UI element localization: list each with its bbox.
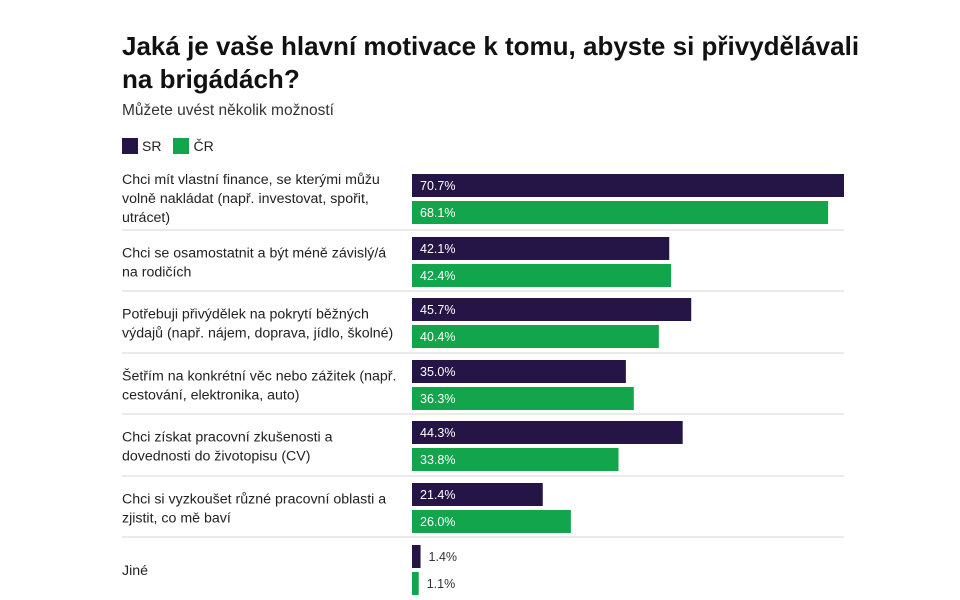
chart-title: Jaká je vaše hlavní motivace k tomu, aby… xyxy=(122,31,860,94)
legend-label-cr: ČR xyxy=(193,138,214,154)
value-label: 36.3% xyxy=(420,392,455,406)
category-label: Jiné xyxy=(122,563,148,579)
bar-sr-0 xyxy=(412,174,844,197)
category-label: Potřebuji přivýdělek na pokrytí běžných v… xyxy=(122,307,393,342)
value-label: 1.4% xyxy=(429,550,458,564)
value-label: 1.1% xyxy=(427,577,456,591)
legend-item-cr: ČR xyxy=(173,138,214,154)
value-label: 44.3% xyxy=(420,426,455,440)
category-label: Chci získat pracovní zkušenosti a dovedno… xyxy=(122,430,333,465)
value-label: 68.1% xyxy=(420,206,455,220)
value-label: 26.0% xyxy=(420,515,455,529)
legend-swatch-cr xyxy=(173,138,190,154)
category-label: Chci se osamostatnit a být méně závislý/… xyxy=(122,246,386,281)
bar-sr-6 xyxy=(412,545,421,568)
value-label: 33.8% xyxy=(420,453,455,467)
value-label: 42.1% xyxy=(420,242,455,256)
value-label: 70.7% xyxy=(420,179,455,193)
bar-čr-2 xyxy=(412,325,659,348)
value-label: 21.4% xyxy=(420,488,455,502)
bar-sr-2 xyxy=(412,298,692,321)
legend-label-sr: SR xyxy=(142,138,162,154)
bar-sr-3 xyxy=(412,360,626,383)
bar-sr-4 xyxy=(412,421,683,444)
value-label: 42.4% xyxy=(420,269,455,283)
bar-čr-5 xyxy=(412,510,571,533)
category-label: Chci si vyzkoušet různé pracovní oblasti… xyxy=(122,492,386,527)
category-label: Šetřím na konkrétní věc nebo zážitek (na… xyxy=(122,368,396,404)
legend-swatch-sr xyxy=(122,138,138,154)
bar-sr-5 xyxy=(412,483,543,506)
bar-čr-3 xyxy=(412,387,634,410)
value-label: 45.7% xyxy=(420,303,455,317)
category-label: Chci mít vlastní finance, se kterými můž… xyxy=(122,172,380,226)
value-label: 40.4% xyxy=(420,330,455,344)
legend: SR ČR xyxy=(122,138,226,154)
bar-sr-1 xyxy=(412,237,670,260)
bar-čr-6 xyxy=(412,572,419,595)
bar-čr-1 xyxy=(412,264,672,287)
legend-item-sr: SR xyxy=(122,138,161,154)
chart-subtitle: Můžete uvést několik možností xyxy=(122,102,334,119)
value-label: 35.0% xyxy=(420,365,455,379)
bar-čr-0 xyxy=(412,201,829,224)
bar-čr-4 xyxy=(412,448,619,471)
